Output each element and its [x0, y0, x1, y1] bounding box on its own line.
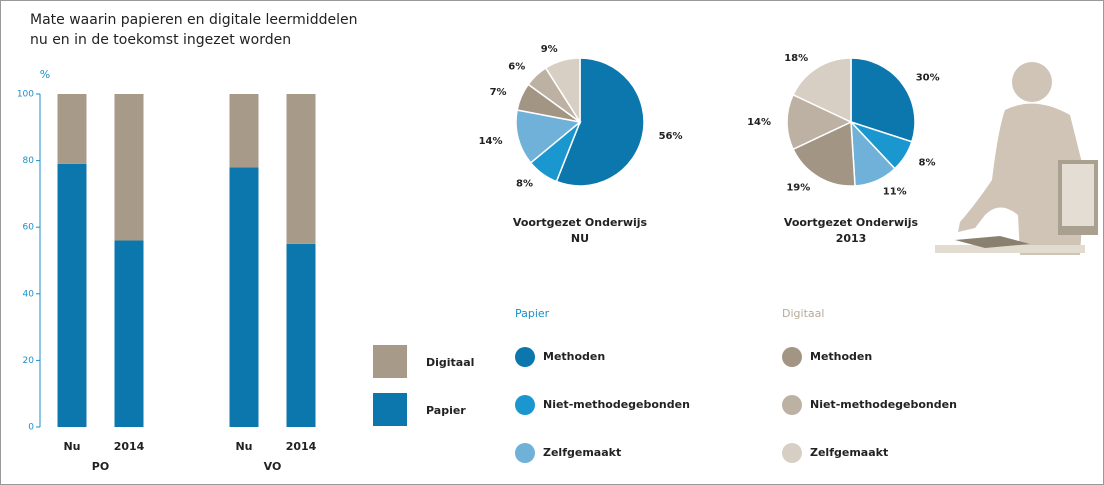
slice-label: 8%	[919, 158, 936, 169]
legend-heading: Papier	[515, 307, 550, 320]
slice-label: 11%	[883, 187, 907, 198]
legend-dot	[515, 443, 535, 463]
infographic: Mate waarin papieren en digitale leermid…	[0, 0, 1104, 485]
y-tick-label: 0	[28, 423, 34, 433]
bar-segment	[287, 94, 316, 244]
x-tick-label: 2014	[286, 440, 317, 453]
x-tick-label: Nu	[63, 440, 80, 453]
bar-segment	[287, 244, 316, 427]
pie-title: Voortgezet Onderwijs	[513, 216, 648, 229]
legend-dot	[515, 347, 535, 367]
legend-dot	[782, 347, 802, 367]
chart-title: Mate waarin papieren en digitale leermid…	[30, 12, 357, 28]
bar-segment	[115, 94, 144, 241]
legend-label: Methoden	[810, 350, 872, 363]
legend-label: Niet-methodegebonden	[810, 398, 957, 411]
bar-segment	[230, 167, 259, 427]
group-label: VO	[264, 460, 282, 473]
pie-title: 2013	[836, 232, 867, 245]
chart-title: nu en in de toekomst ingezet worden	[30, 32, 291, 48]
legend-label: Zelfgemaakt	[543, 446, 621, 459]
slice-label: 14%	[747, 117, 771, 128]
legend-dot	[515, 395, 535, 415]
legend-label: Papier	[426, 404, 466, 417]
legend-label: Zelfgemaakt	[810, 446, 888, 459]
bar-segment	[230, 94, 259, 167]
slice-label: 8%	[516, 178, 533, 189]
slice-label: 30%	[916, 72, 940, 83]
slice-label: 9%	[541, 44, 558, 55]
legend-dot	[782, 443, 802, 463]
slice-label: 56%	[659, 131, 683, 142]
pie-title: NU	[571, 232, 589, 245]
legend-heading: Digitaal	[782, 307, 824, 320]
y-tick-label: 60	[23, 223, 35, 233]
x-tick-label: 2014	[114, 440, 145, 453]
slice-label: 7%	[490, 87, 507, 98]
y-axis-label: %	[40, 68, 50, 81]
y-tick-label: 100	[17, 90, 34, 100]
x-tick-label: Nu	[235, 440, 252, 453]
group-label: PO	[92, 460, 109, 473]
slice-label: 6%	[508, 62, 525, 73]
pie-title: Voortgezet Onderwijs	[784, 216, 919, 229]
legend-swatch	[373, 345, 407, 378]
y-tick-label: 20	[23, 356, 35, 366]
bar-segment	[58, 94, 87, 164]
page: Mate waarin papieren en digitale leermid…	[0, 0, 1104, 485]
slice-label: 18%	[784, 53, 808, 64]
legend-label: Niet-methodegebonden	[543, 398, 690, 411]
slice-label: 14%	[479, 136, 503, 147]
legend-dot	[782, 395, 802, 415]
y-tick-label: 80	[23, 156, 35, 166]
legend-label: Methoden	[543, 350, 605, 363]
bar-segment	[115, 241, 144, 427]
slice-label: 19%	[786, 182, 810, 193]
legend-swatch	[373, 393, 407, 426]
legend-label: Digitaal	[426, 356, 474, 369]
bar-segment	[58, 164, 87, 427]
y-tick-label: 40	[23, 289, 35, 299]
